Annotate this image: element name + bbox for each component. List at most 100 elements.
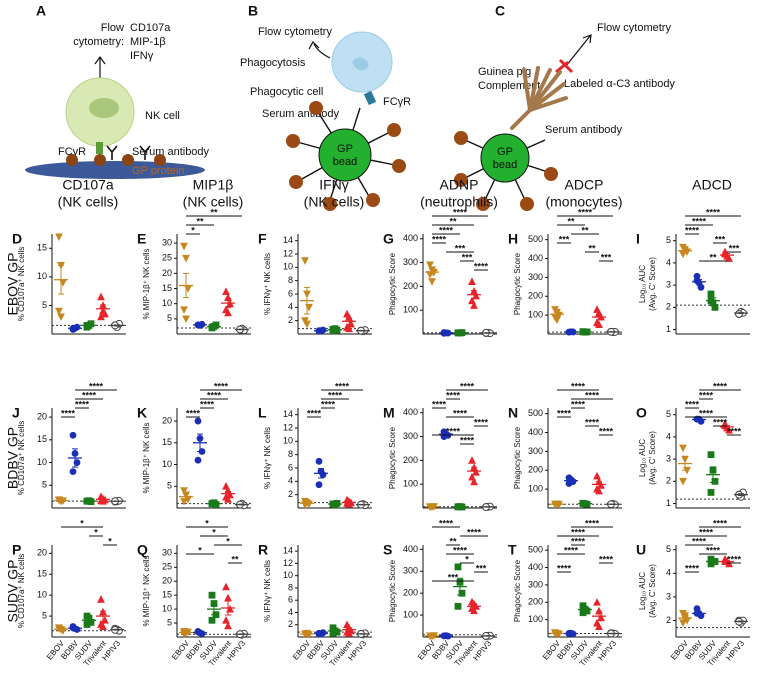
point [725, 254, 733, 262]
point [593, 471, 601, 480]
error-bar [360, 329, 366, 332]
y-axis-label: Log₁₀ AUC [638, 572, 647, 610]
significance-label: **** [585, 390, 600, 400]
significance-label: **** [82, 390, 97, 400]
significance-label: ** [449, 216, 457, 226]
column-header: ADCP [565, 177, 604, 193]
y-tick-label: 15 [162, 283, 172, 293]
point [595, 486, 603, 495]
y-tick-label: 300 [403, 566, 418, 576]
panel-letter: G [383, 231, 394, 247]
point [579, 602, 587, 610]
significance-label: ** [449, 536, 457, 546]
panel-letter: C [495, 3, 505, 19]
error-bar [211, 325, 217, 328]
error-bar [197, 433, 203, 452]
y-tick-label: 20 [162, 268, 172, 278]
y-tick-label: 200 [403, 588, 418, 598]
significance-label: *** [601, 252, 612, 262]
y-tick-label: 400 [528, 253, 543, 263]
row-label: SUDV GP [5, 559, 21, 622]
y-tick-label: 10 [37, 271, 47, 281]
error-bar [72, 448, 78, 468]
panel-letter: U [636, 542, 646, 558]
label: cytometry: [73, 36, 124, 48]
significance-label: ** [231, 554, 239, 564]
error-bar [682, 615, 688, 621]
complement [510, 66, 568, 130]
significance-label: **** [706, 207, 721, 217]
y-axis-label: % CD107a⁺ NK cells [17, 247, 26, 321]
panel-letter: T [508, 542, 517, 558]
y-tick-label: 3 [666, 453, 671, 463]
y-tick-label: 14 [283, 409, 293, 419]
point [458, 589, 466, 597]
label: NK cell [145, 110, 180, 122]
antibody [106, 145, 151, 160]
error-bar [738, 620, 744, 623]
error-bar [471, 466, 477, 476]
column-header: ADNP [440, 177, 479, 193]
point [468, 456, 476, 464]
error-bar [100, 497, 106, 501]
significance-label: **** [432, 234, 447, 244]
significance-label: **** [557, 563, 572, 573]
y-tick-label: 5 [42, 610, 47, 620]
y-tick-label: 20 [37, 548, 47, 558]
significance-label: *** [462, 252, 473, 262]
point [182, 254, 190, 263]
point [69, 431, 77, 439]
panel-letter: P [12, 542, 21, 558]
column-header: MIP1β [193, 177, 234, 193]
error-bar [100, 304, 106, 314]
significance-label: ** [210, 207, 218, 217]
significance-label: * [226, 536, 230, 546]
point [305, 303, 313, 312]
y-axis-label: (Avg. C′ Score) [648, 431, 657, 485]
label: Complement [478, 80, 540, 92]
y-tick-label: 2 [666, 476, 671, 486]
error-bar [332, 503, 338, 505]
error-bar [239, 503, 245, 506]
significance-label: **** [439, 225, 454, 235]
error-bar [429, 268, 435, 276]
point [315, 457, 323, 465]
significance-label: * [198, 545, 202, 555]
point [679, 477, 687, 486]
point [725, 426, 733, 434]
y-tick-label: 25 [162, 562, 172, 572]
y-tick-label: 100 [403, 305, 418, 315]
y-tick-label: 8 [288, 275, 293, 285]
error-bar [318, 468, 324, 479]
y-axis-label: % CD107a⁺ NK cells [17, 554, 26, 628]
error-bar [710, 560, 716, 563]
error-bar [86, 617, 92, 623]
error-bar [183, 631, 189, 634]
significance-label: **** [446, 426, 461, 436]
panel-letter: Q [137, 542, 148, 558]
y-axis-label: Phagocytic Score [513, 559, 522, 622]
point [595, 320, 603, 328]
significance-label: * [191, 225, 195, 235]
y-tick-label: 200 [528, 291, 543, 301]
significance-label: **** [713, 381, 728, 391]
label: Serum antibody [262, 108, 340, 120]
y-tick-label: 20 [162, 415, 172, 425]
point [593, 598, 601, 606]
error-bar [225, 600, 231, 616]
point [595, 606, 603, 615]
significance-label: * [80, 518, 84, 528]
nucleus [352, 57, 369, 71]
error-bar [197, 631, 203, 634]
label: bead [333, 156, 357, 168]
y-tick-label: 4 [666, 568, 671, 578]
y-tick-label: 200 [528, 597, 543, 607]
y-tick-label: 1 [666, 498, 671, 508]
y-tick-label: 2 [288, 619, 293, 629]
point [87, 320, 95, 328]
point [711, 303, 719, 311]
significance-label: **** [578, 207, 593, 217]
y-axis-label: % IFNγ⁺ NK cells [263, 560, 272, 622]
y-tick-label: 8 [288, 582, 293, 592]
point [345, 629, 353, 637]
